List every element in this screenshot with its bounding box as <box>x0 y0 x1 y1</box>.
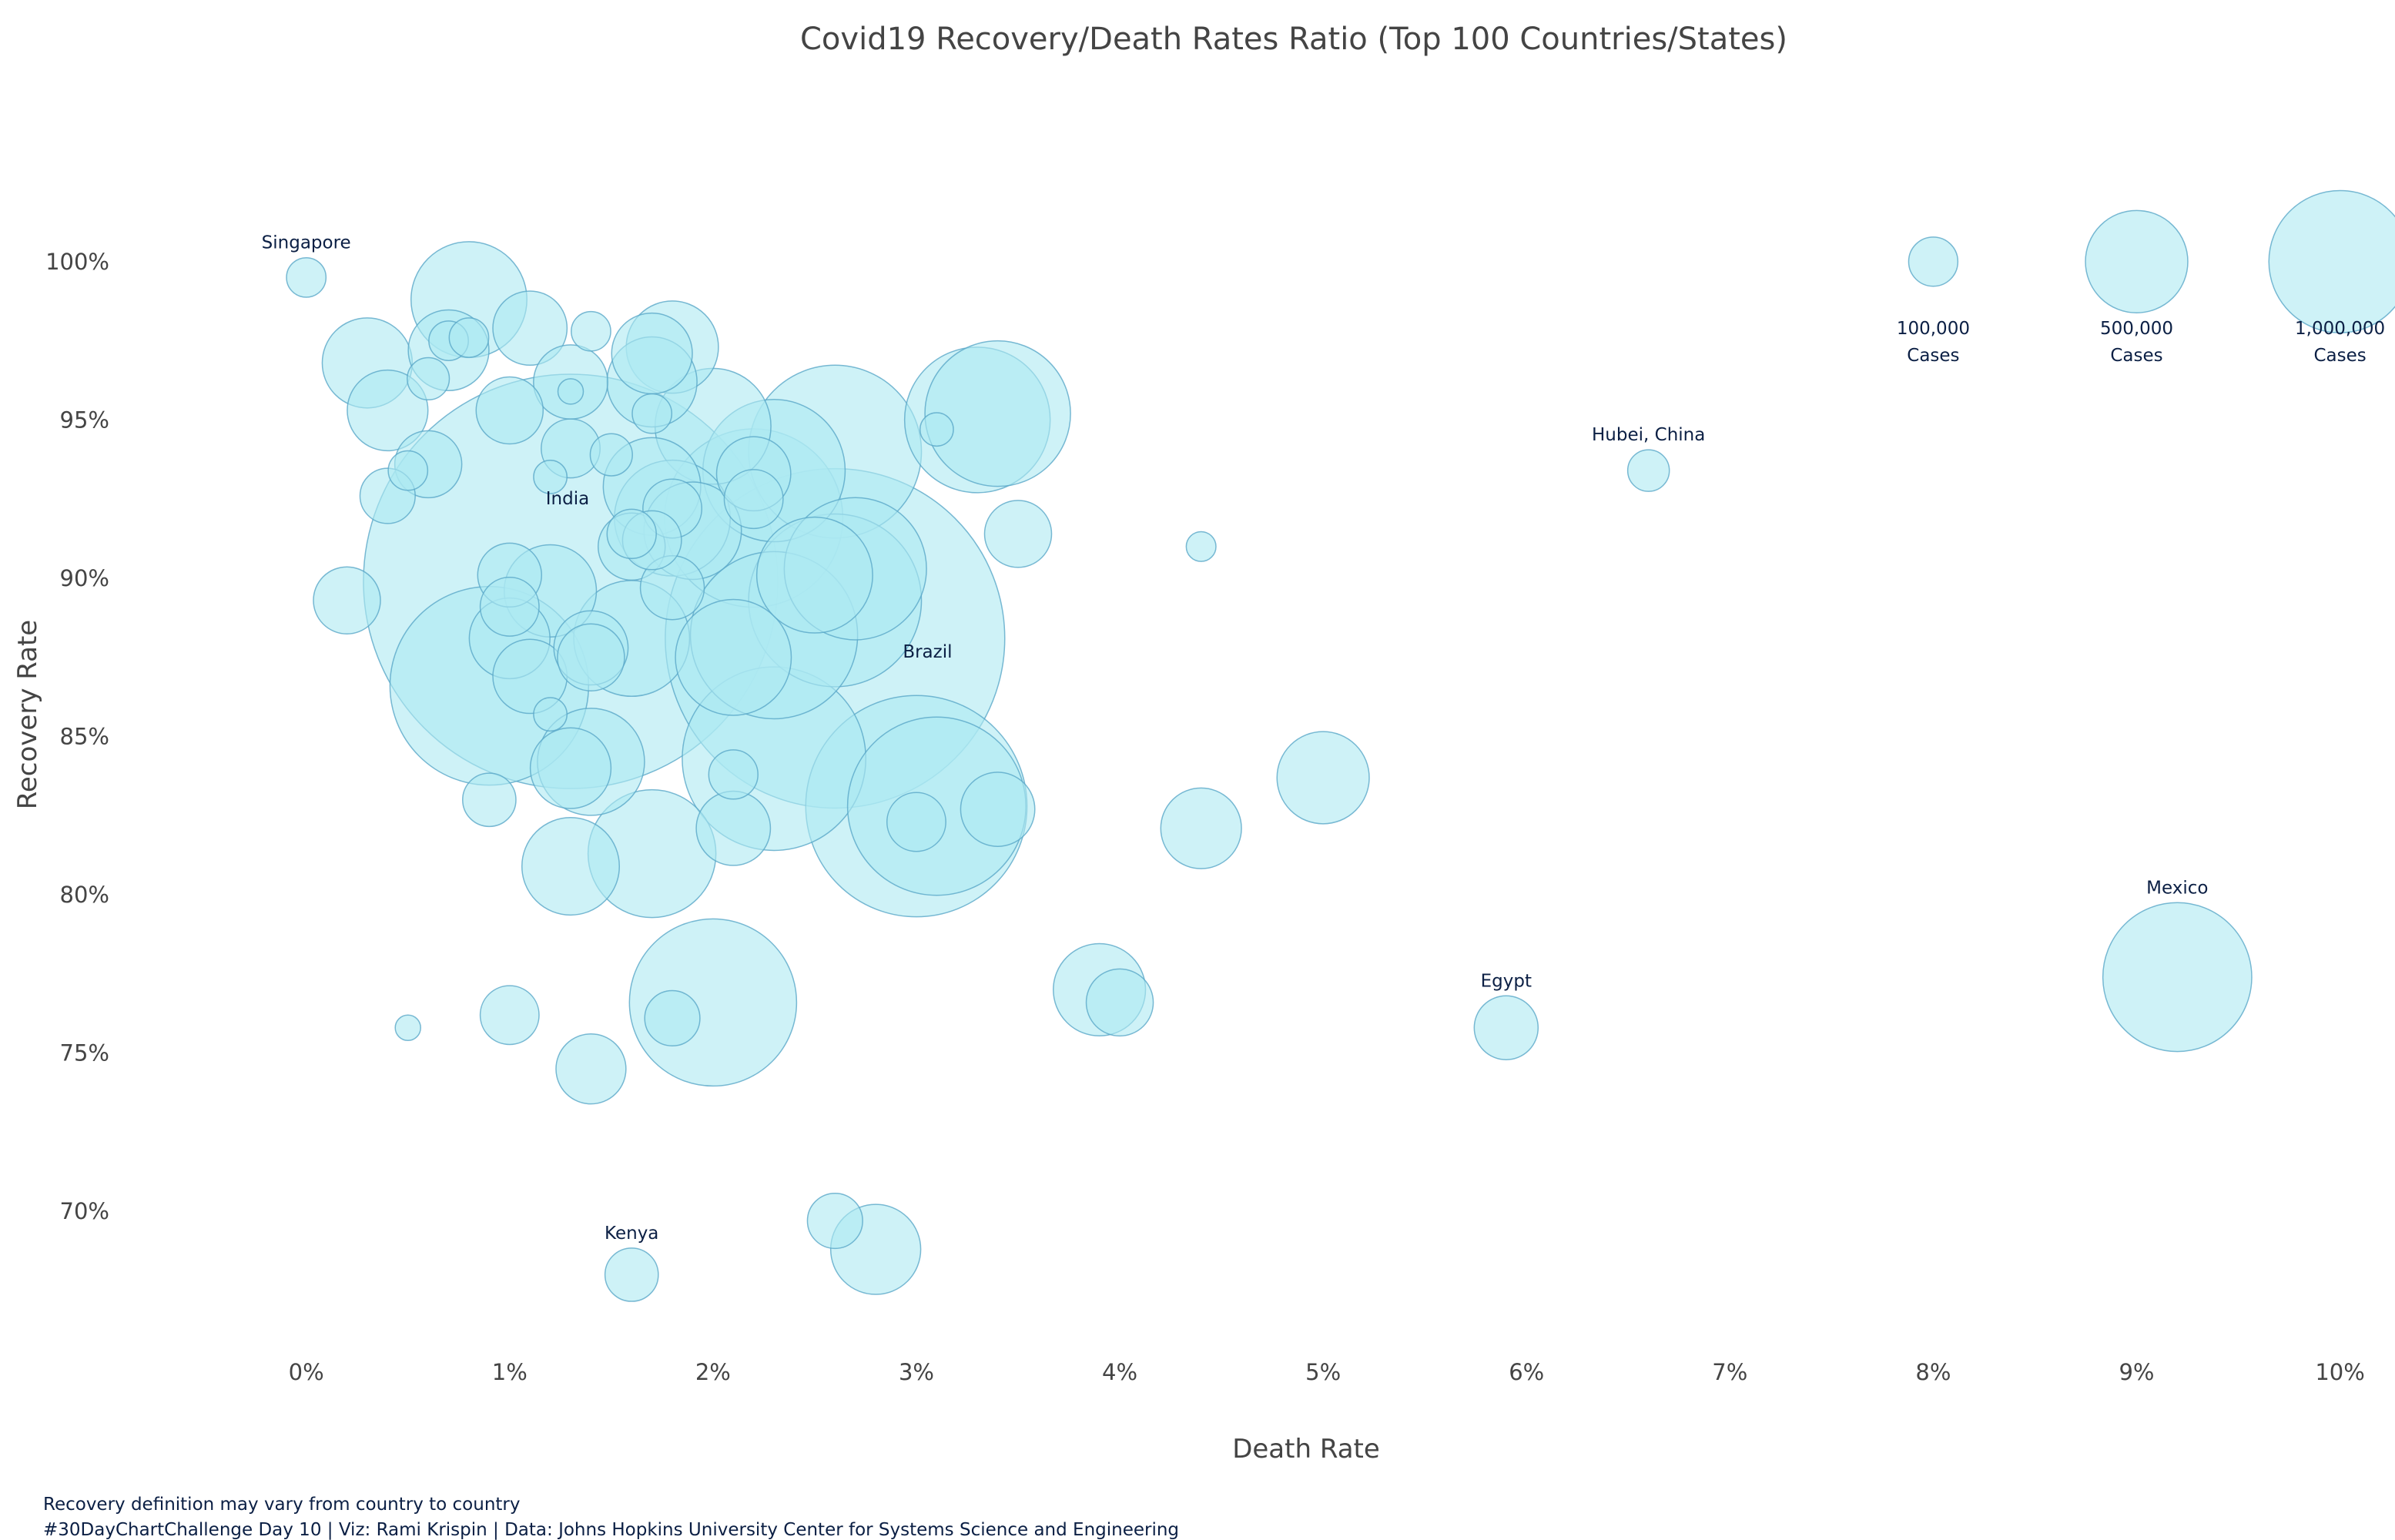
size-legend-unit: Cases <box>2110 346 2162 366</box>
bubble-label: Egypt <box>1481 971 1532 991</box>
data-bubble <box>533 697 568 732</box>
x-tick-label: 4% <box>1102 1359 1137 1385</box>
data-bubble <box>475 376 544 445</box>
data-bubble <box>394 1014 421 1041</box>
y-tick-label: 85% <box>60 723 109 749</box>
data-bubble <box>521 817 621 916</box>
data-bubble <box>1160 787 1242 869</box>
size-legend-value: 100,000 <box>1897 319 1970 339</box>
data-bubble <box>589 433 633 477</box>
bubble-label: Mexico <box>2146 878 2208 898</box>
data-bubble <box>462 772 517 828</box>
bubbles <box>286 241 2253 1302</box>
data-bubble <box>479 985 540 1046</box>
size-legend-unit: Cases <box>2313 346 2366 366</box>
y-axis-label: Recovery Rate <box>12 620 43 809</box>
y-tick-label: 70% <box>60 1198 109 1224</box>
recovery-note: Recovery definition may vary from countr… <box>43 1495 521 1515</box>
y-tick-label: 75% <box>60 1040 109 1066</box>
data-bubble <box>2102 902 2253 1053</box>
chart-title: Covid19 Recovery/Death Rates Ratio (Top … <box>800 22 1787 57</box>
bubble-label: India <box>546 489 589 509</box>
data-bubble <box>695 790 772 866</box>
data-bubble <box>924 340 1071 487</box>
data-bubble <box>529 727 612 809</box>
data-bubble <box>555 1033 627 1105</box>
data-bubble <box>1276 731 1370 825</box>
data-bubble <box>1185 531 1217 562</box>
data-bubble <box>983 500 1053 568</box>
data-bubble <box>533 459 568 494</box>
data-bubble <box>755 516 873 634</box>
x-tick-label: 9% <box>2119 1359 2154 1385</box>
credits-note: #30DayChartChallenge Day 10 | Viz: Rami … <box>43 1520 1180 1540</box>
size-legend-bubble <box>1908 236 1959 287</box>
x-tick-label: 7% <box>1712 1359 1747 1385</box>
data-bubble <box>557 623 625 691</box>
bubble-label: Kenya <box>605 1224 658 1244</box>
data-bubble <box>286 256 327 298</box>
y-axis-ticks: 70% 75% 80% 85% 90% 95% 100% <box>45 249 109 1224</box>
bubble-labels: Singapore Hubei, China India Brazil Kenya Egy… <box>262 233 2209 1244</box>
x-tick-label: 3% <box>899 1359 934 1385</box>
data-bubble <box>631 393 673 434</box>
size-legend: 100,000 Cases 500,000 Cases 1,000,000 Cases <box>1897 189 2395 366</box>
x-tick-label: 6% <box>1509 1359 1544 1385</box>
data-bubble <box>960 772 1036 847</box>
size-legend-unit: Cases <box>1907 346 1959 366</box>
size-legend-value: 1,000,000 <box>2295 319 2385 339</box>
data-bubble <box>387 450 429 491</box>
data-bubble <box>708 749 759 800</box>
data-bubble <box>723 469 784 530</box>
data-bubble <box>604 1247 659 1302</box>
data-bubble <box>644 989 701 1047</box>
y-tick-label: 100% <box>45 249 109 275</box>
x-tick-label: 10% <box>2315 1359 2364 1385</box>
size-legend-bubble <box>2268 189 2395 333</box>
data-bubble <box>313 566 381 634</box>
x-axis-label: Death Rate <box>1232 1434 1380 1465</box>
x-tick-label: 2% <box>695 1359 731 1385</box>
data-bubble <box>448 317 490 358</box>
data-bubble <box>611 312 693 395</box>
data-bubble <box>1473 995 1539 1060</box>
data-bubble <box>492 290 568 367</box>
x-tick-label: 0% <box>289 1359 324 1385</box>
data-bubble <box>1626 449 1670 492</box>
data-bubble <box>806 1192 863 1250</box>
data-bubble <box>919 412 954 447</box>
data-bubble <box>606 508 657 560</box>
data-bubble <box>557 378 585 405</box>
bubble-label: Hubei, China <box>1592 425 1705 445</box>
y-tick-label: 95% <box>60 407 109 433</box>
size-legend-bubble <box>2085 209 2189 314</box>
data-bubble <box>1085 968 1154 1037</box>
x-tick-label: 5% <box>1305 1359 1341 1385</box>
y-tick-label: 90% <box>60 565 109 591</box>
data-bubble <box>347 369 429 452</box>
x-axis-ticks: 0% 1% 2% 3% 4% 5% 6% 7% 8% 9% 10% <box>289 1359 2365 1385</box>
data-bubble <box>407 357 451 401</box>
bubble-label: Singapore <box>262 233 351 253</box>
bubble-label: Brazil <box>903 642 952 662</box>
size-legend-value: 500,000 <box>2100 319 2173 339</box>
data-bubble <box>479 576 540 637</box>
x-tick-label: 1% <box>492 1359 528 1385</box>
data-bubble <box>571 310 611 352</box>
y-tick-label: 80% <box>60 882 109 908</box>
data-bubble <box>886 792 946 852</box>
x-tick-label: 8% <box>1915 1359 1951 1385</box>
data-bubble <box>675 598 792 716</box>
